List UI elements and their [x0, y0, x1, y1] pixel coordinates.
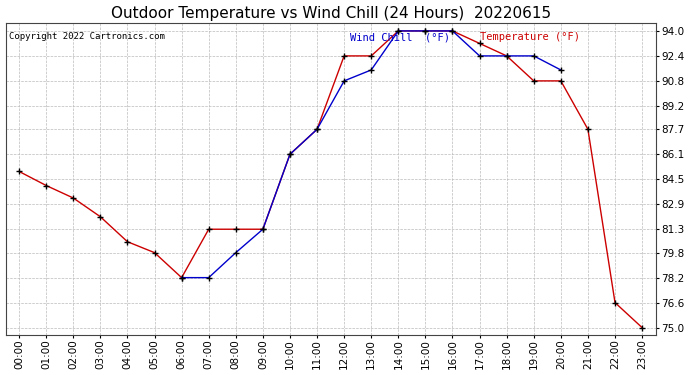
Text: Copyright 2022 Cartronics.com: Copyright 2022 Cartronics.com — [9, 33, 165, 42]
Title: Outdoor Temperature vs Wind Chill (24 Hours)  20220615: Outdoor Temperature vs Wind Chill (24 Ho… — [110, 6, 551, 21]
Text: Temperature (°F): Temperature (°F) — [480, 33, 580, 42]
Text: Wind Chill  (°F): Wind Chill (°F) — [350, 33, 450, 42]
